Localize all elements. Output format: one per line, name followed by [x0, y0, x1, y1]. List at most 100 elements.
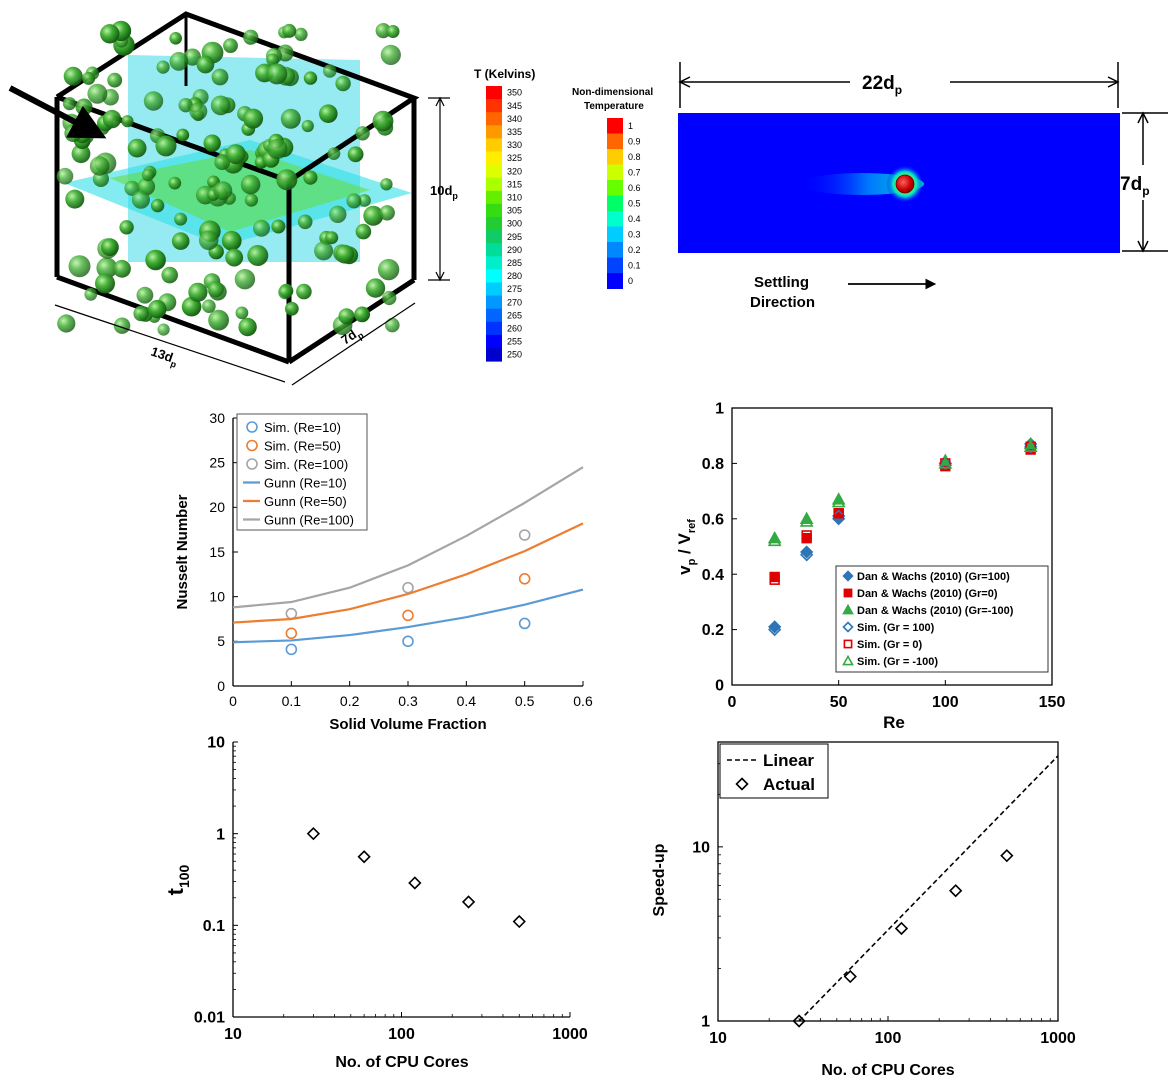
data-point — [768, 622, 782, 637]
y-tick-label: 25 — [209, 455, 225, 471]
particle-sphere — [119, 220, 134, 235]
particle-sphere — [386, 25, 400, 38]
nd-colorbar-swatch — [607, 164, 623, 181]
series-0 — [285, 617, 531, 656]
particle-sphere — [329, 205, 347, 223]
data-point — [768, 620, 782, 634]
particle-sphere — [244, 193, 258, 207]
kelvin-colorbar-swatch — [486, 164, 502, 179]
particle-sphere — [338, 308, 355, 325]
series-1 — [769, 444, 1036, 583]
legend-label: Sim. (Re=50) — [264, 439, 341, 454]
x-tick-label: 100 — [388, 1026, 415, 1043]
kelvin-colorbar-tick-label: 275 — [507, 284, 522, 294]
x-tick-label: 1000 — [552, 1026, 588, 1043]
data-point — [843, 639, 853, 649]
particle-sphere — [303, 71, 318, 85]
particle-sphere — [234, 269, 256, 290]
kelvin-colorbar-tick-label: 320 — [507, 166, 522, 176]
particle-sphere — [121, 115, 134, 128]
height-dimension-label: 10dp — [430, 183, 458, 201]
particle-sphere — [188, 282, 208, 302]
data-point — [408, 876, 422, 890]
y-tick-label: 10 — [209, 589, 225, 605]
data-point — [1023, 439, 1038, 452]
particle-sphere — [198, 230, 219, 251]
y-tick-label: 5 — [217, 633, 225, 649]
kelvin-colorbar-swatch — [486, 295, 502, 310]
data-point — [831, 495, 846, 508]
legend-item: Dan & Wachs (2010) (Gr=0) — [843, 588, 998, 600]
particle-sphere — [211, 68, 229, 86]
particle-sphere — [301, 119, 314, 133]
kelvin-colorbar-tick-label: 250 — [507, 350, 522, 360]
kelvin-colorbar-swatch — [486, 151, 502, 166]
data-point — [843, 588, 853, 598]
particle-sphere — [102, 109, 122, 129]
legend-item: Actual — [735, 775, 815, 794]
y-tick-label: 0.8 — [702, 456, 724, 473]
particle-sphere — [335, 244, 355, 264]
y-tick-label: 0.6 — [702, 511, 724, 528]
particle-sphere — [225, 248, 244, 267]
particle-sphere — [240, 174, 261, 195]
particle-sphere — [221, 230, 242, 251]
legend-item: Sim. (Gr = -100) — [842, 654, 938, 668]
particle-sphere — [100, 24, 120, 44]
particle-sphere — [280, 108, 301, 129]
data-point — [402, 609, 414, 622]
kelvin-colorbar-tick-label: 310 — [507, 193, 522, 203]
particle-sphere — [223, 38, 238, 53]
data-point — [285, 627, 298, 640]
legend-item: Sim. (Re=100) — [246, 457, 348, 472]
kelvin-colorbar-swatch — [486, 177, 502, 192]
particle-sphere — [253, 219, 270, 237]
y-tick-label: 1 — [715, 401, 724, 418]
series-1 — [285, 572, 531, 640]
particle-sphere — [156, 60, 170, 74]
kelvin-colorbar-title: T (Kelvins) — [474, 67, 535, 81]
particle-sphere — [107, 72, 123, 88]
particle-sphere — [243, 108, 264, 129]
data-point — [800, 548, 814, 562]
depth-dimension-label: 7dp — [338, 323, 366, 350]
x-axis-label: Solid Volume Fraction — [329, 716, 486, 733]
particle-sphere — [196, 55, 215, 74]
particle-sphere — [113, 259, 131, 278]
nd-colorbar-tick-label: 0.9 — [628, 136, 641, 146]
nd-colorbar-swatch — [607, 211, 623, 227]
x-tick-label: 0.3 — [398, 693, 418, 709]
legend-label: Actual — [763, 775, 815, 794]
nd-colorbar-tick-label: 0.5 — [628, 198, 641, 208]
data-point — [246, 458, 258, 470]
length-dimension — [54, 304, 286, 383]
y-tick-label: 0.1 — [203, 918, 225, 935]
particle-sphere — [65, 189, 85, 209]
nd-colorbar-swatch — [607, 133, 623, 150]
data-point — [306, 827, 321, 841]
settling-panel: Non-dimensional Temperature 1 0.9 0.8 0.7 0.… — [572, 62, 1168, 311]
kelvin-colorbar-tick-label: 255 — [507, 337, 522, 347]
data-point — [357, 850, 371, 864]
particle-sphere — [354, 306, 370, 323]
data-point — [518, 617, 531, 630]
y-tick-label: 20 — [209, 499, 225, 515]
particle-box-panel: 10dp 13dp 7dp T (Kelvins) 350 345 340 335 33… — [8, 11, 535, 386]
nd-colorbar-swatch — [607, 273, 623, 289]
particle-sphere — [243, 29, 259, 45]
legend-item: Dan & Wachs (2010) (Gr=100) — [842, 570, 1010, 583]
kelvin-colorbar-swatch — [486, 138, 502, 152]
y-tick-label: 1 — [216, 826, 225, 843]
legend-item: Sim. (Gr = 0) — [843, 639, 922, 651]
y-tick-label: 0 — [715, 678, 724, 695]
y-tick-label: 10 — [207, 735, 225, 752]
nd-colorbar-title-line1: Non-dimensional — [572, 87, 653, 98]
particle-sphere — [208, 309, 230, 331]
nd-colorbar-swatch — [607, 195, 623, 212]
data-point — [799, 514, 814, 527]
legend: Sim. (Re=10) Sim. (Re=50) Sim. (Re=100) Gun… — [236, 413, 368, 531]
nd-colorbar-tick-label: 1 — [628, 121, 633, 131]
data-point — [767, 533, 782, 547]
x-tick-label: 0 — [229, 693, 237, 709]
